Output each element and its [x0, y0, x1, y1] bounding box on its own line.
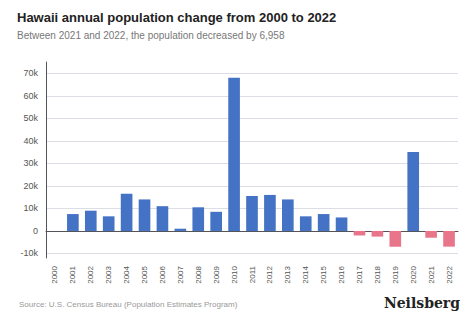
- svg-text:2007: 2007: [176, 265, 185, 283]
- svg-text:20k: 20k: [23, 181, 38, 191]
- svg-text:2014: 2014: [301, 265, 310, 283]
- svg-text:Source: U.S. Census Bureau (Po: Source: U.S. Census Bureau (Population E…: [19, 300, 238, 309]
- svg-text:50k: 50k: [23, 113, 38, 123]
- svg-text:-10k: -10k: [20, 248, 38, 258]
- svg-text:2017: 2017: [355, 265, 364, 283]
- svg-text:2005: 2005: [140, 265, 149, 283]
- svg-text:2016: 2016: [337, 265, 346, 283]
- svg-text:Neilsberg: Neilsberg: [384, 295, 460, 311]
- svg-text:2004: 2004: [122, 265, 131, 283]
- svg-text:2000: 2000: [50, 265, 59, 283]
- svg-text:2002: 2002: [86, 265, 95, 283]
- svg-text:60k: 60k: [23, 91, 38, 101]
- svg-text:2019: 2019: [391, 265, 400, 283]
- svg-text:Between 2021 and 2022, the pop: Between 2021 and 2022, the population de…: [17, 30, 285, 41]
- svg-text:2006: 2006: [158, 265, 167, 283]
- svg-text:40k: 40k: [23, 136, 38, 146]
- svg-text:2013: 2013: [283, 265, 292, 283]
- svg-text:70k: 70k: [23, 68, 38, 78]
- svg-text:2010: 2010: [230, 265, 239, 283]
- svg-text:2015: 2015: [319, 265, 328, 283]
- svg-text:2022: 2022: [445, 265, 454, 283]
- svg-text:2021: 2021: [427, 265, 436, 283]
- svg-text:2008: 2008: [194, 265, 203, 283]
- svg-text:2001: 2001: [68, 265, 77, 283]
- svg-text:0: 0: [33, 226, 38, 236]
- svg-text:2003: 2003: [104, 265, 113, 283]
- svg-text:2012: 2012: [265, 265, 274, 283]
- svg-text:2009: 2009: [212, 265, 221, 283]
- svg-text:30k: 30k: [23, 158, 38, 168]
- svg-text:2011: 2011: [248, 265, 257, 283]
- svg-text:2018: 2018: [373, 265, 382, 283]
- svg-text:10k: 10k: [23, 203, 38, 213]
- svg-text:2020: 2020: [409, 265, 418, 283]
- svg-text:Hawaii annual population chang: Hawaii annual population change from 200…: [17, 10, 336, 25]
